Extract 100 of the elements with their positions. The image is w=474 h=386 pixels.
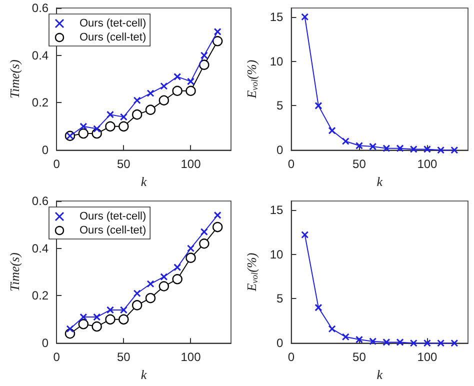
y-tick-label: 5 [276,98,284,113]
x-tick-label: 100 [417,157,438,172]
point [80,122,88,130]
legend-label: Ours (tet-cell) [80,18,146,30]
y-tick-label: 15 [270,202,284,217]
point [382,144,390,152]
y-tick-label: 10 [270,247,284,262]
point [174,264,182,272]
point [158,95,170,106]
x-tick-label: 50 [116,157,131,172]
point [199,60,210,70]
x-tick-label: 0 [53,157,60,172]
y-axis-title: Evol(%) [244,252,260,292]
y-axis-title: Time(s) [7,60,22,99]
point [410,145,418,153]
point [80,313,88,321]
point [145,104,156,115]
point [160,82,168,90]
point [423,145,431,153]
point [133,290,141,298]
y-tick-label: 0 [42,143,49,158]
y-tick-label: 0 [42,336,49,350]
legend-label: Ours (tet-cell) [80,210,146,222]
point [423,339,431,347]
y-tick-label: 0 [276,143,284,158]
point [396,338,404,346]
point [172,86,182,96]
point [355,142,363,150]
point [328,126,336,134]
x-axis-title: k [376,174,383,189]
x-tick-label: 100 [180,350,202,364]
point [186,86,196,96]
y-tick-label: 0.6 [32,194,49,208]
point [187,244,194,252]
point [450,146,458,154]
point [382,338,390,346]
point [93,125,101,133]
x-tick-label: 0 [53,350,60,364]
legend-label: Ours (cell-tet) [80,32,146,44]
point [450,339,458,347]
x-tick-label: 50 [352,350,366,364]
point [146,280,154,288]
point [200,228,208,236]
point [342,333,350,341]
y-tick-label: 0.4 [32,241,49,256]
point [160,273,168,281]
point [437,339,445,347]
point [342,137,350,145]
point [314,102,322,110]
point [158,281,170,292]
point [174,72,182,80]
point [187,78,194,86]
y-tick-label: 10 [270,54,284,68]
x-tick-label: 50 [116,350,131,364]
y-tick-label: 0.2 [32,96,49,110]
point [146,90,154,98]
point [172,274,182,284]
point [369,142,377,150]
point [214,211,222,219]
point [105,314,116,325]
point [133,96,141,104]
point [132,300,142,310]
point [314,304,322,312]
point [396,144,404,152]
x-tick-label: 0 [288,157,295,172]
point [437,146,445,154]
point [118,121,129,132]
y-tick-label: 5 [276,292,284,306]
point [106,110,114,118]
point [212,222,223,232]
point [200,52,208,60]
point [301,13,309,21]
y-tick-label: 0.2 [32,288,49,303]
point [78,128,89,139]
point [92,321,102,332]
point [78,319,89,330]
point [118,314,129,325]
x-tick-label: 100 [417,350,438,364]
x-axis-title: k [140,367,147,382]
point [212,36,223,46]
point [120,113,128,121]
y-tick-label: 0 [276,336,284,350]
y-axis-title: Time(s) [7,252,22,292]
point [106,306,114,314]
x-axis-title: k [140,174,147,189]
point [120,306,128,314]
point [410,339,418,347]
y-tick-label: 0.4 [32,48,49,62]
point [93,313,101,321]
x-tick-label: 100 [180,157,202,172]
point [132,109,142,120]
point [301,231,309,238]
point [214,28,222,36]
point [355,336,363,344]
point [186,252,196,263]
point [328,325,336,333]
point [199,238,210,249]
point [145,293,156,304]
y-axis-title: Evol(%) [244,60,260,100]
y-tick-label: 0.6 [32,1,49,15]
